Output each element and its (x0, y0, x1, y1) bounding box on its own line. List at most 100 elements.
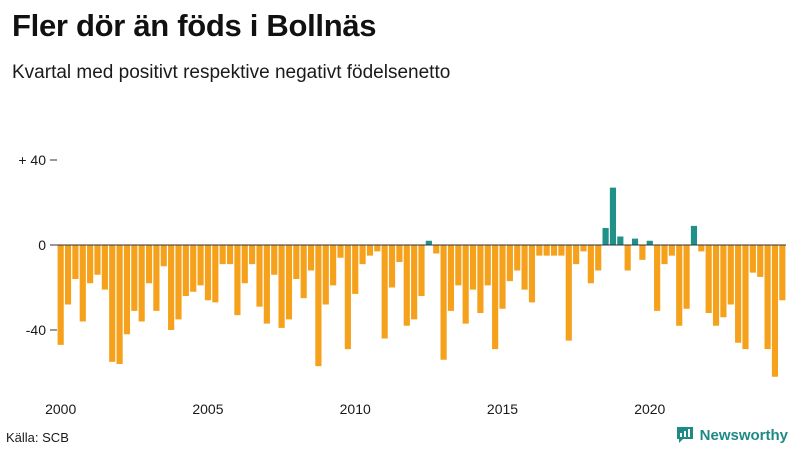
y-tick-label: + 40 (18, 152, 46, 168)
bar (690, 225, 698, 246)
bar (484, 245, 491, 286)
bar (440, 245, 447, 360)
bar (212, 245, 219, 303)
x-tick-label: 2010 (340, 401, 371, 417)
bar (197, 245, 204, 286)
bar (337, 245, 344, 258)
bar (418, 245, 425, 296)
x-tick-label: 2015 (487, 401, 518, 417)
bar (447, 245, 455, 311)
bar (742, 245, 749, 350)
bar (175, 245, 182, 320)
bar (646, 240, 653, 245)
bar (94, 245, 101, 275)
bar (344, 245, 351, 350)
bar (352, 245, 359, 294)
bar (182, 245, 189, 296)
bar (528, 245, 536, 303)
bar (330, 245, 337, 286)
chart-subtitle: Kvartal med positivt respektive negativt… (12, 62, 451, 83)
bar (595, 245, 602, 271)
bar (499, 245, 506, 309)
bar (543, 245, 550, 256)
bar (234, 245, 241, 316)
chart-title: Fler dör än föds i Bollnäs (12, 8, 377, 43)
bar (285, 245, 293, 320)
bar (550, 245, 558, 256)
y-tick-label: 0 (38, 237, 46, 253)
bar (477, 245, 484, 313)
bar (359, 245, 366, 265)
bar (79, 245, 86, 322)
bar (263, 245, 270, 324)
bar (764, 245, 771, 350)
bar (587, 245, 594, 284)
bar (668, 245, 675, 256)
bar (131, 245, 138, 311)
bar (145, 245, 153, 284)
axes: + 40 0 -40 2000 2005 2010 2015 2020 (18, 152, 786, 417)
bar (720, 245, 727, 318)
x-tick-label: 2000 (45, 401, 76, 417)
bar (116, 245, 123, 364)
bar (779, 245, 786, 301)
bar (433, 245, 440, 254)
brand-logo: Newsworthy (676, 426, 788, 444)
bar (536, 245, 543, 256)
bar (271, 245, 278, 275)
bar (624, 245, 631, 271)
bar (712, 245, 720, 326)
bar (749, 245, 756, 273)
y-tick-label: -40 (26, 322, 46, 338)
bar (307, 245, 315, 271)
bar (64, 245, 72, 305)
bar (123, 245, 131, 335)
bar (72, 245, 79, 279)
bar (609, 187, 617, 246)
bar (492, 245, 499, 350)
bar (771, 245, 779, 377)
bar (396, 245, 403, 262)
bar (190, 245, 197, 292)
brand-name: Newsworthy (699, 426, 788, 444)
bar (57, 245, 64, 345)
bar (617, 236, 624, 245)
newsworthy-logo-icon (676, 427, 693, 443)
bar (757, 245, 764, 277)
bar (381, 245, 388, 339)
bar (101, 245, 108, 290)
bar (226, 245, 234, 265)
bar (374, 245, 381, 252)
bar (639, 245, 646, 260)
bar (388, 245, 396, 288)
bar (727, 245, 734, 305)
bar (580, 245, 587, 252)
bar (506, 245, 513, 282)
bar (602, 228, 609, 245)
bar (160, 245, 167, 267)
bar (256, 245, 263, 307)
bar (249, 245, 256, 265)
bar (87, 245, 94, 284)
bar (455, 245, 462, 286)
source-note: Källa: SCB (6, 430, 69, 445)
bar (138, 245, 145, 322)
bar (315, 245, 322, 367)
bar (514, 245, 521, 271)
bar (698, 245, 705, 252)
bar (676, 245, 683, 326)
bar (204, 245, 212, 301)
bar (631, 238, 639, 246)
bar (558, 245, 565, 256)
bar (735, 245, 742, 343)
bar (168, 245, 175, 330)
bar (654, 245, 661, 311)
bar (425, 240, 432, 245)
bar (241, 245, 248, 284)
x-tick-label: 2005 (192, 401, 223, 417)
bar (411, 245, 418, 320)
bar (661, 245, 668, 265)
bar (219, 245, 226, 265)
bar (153, 245, 160, 311)
